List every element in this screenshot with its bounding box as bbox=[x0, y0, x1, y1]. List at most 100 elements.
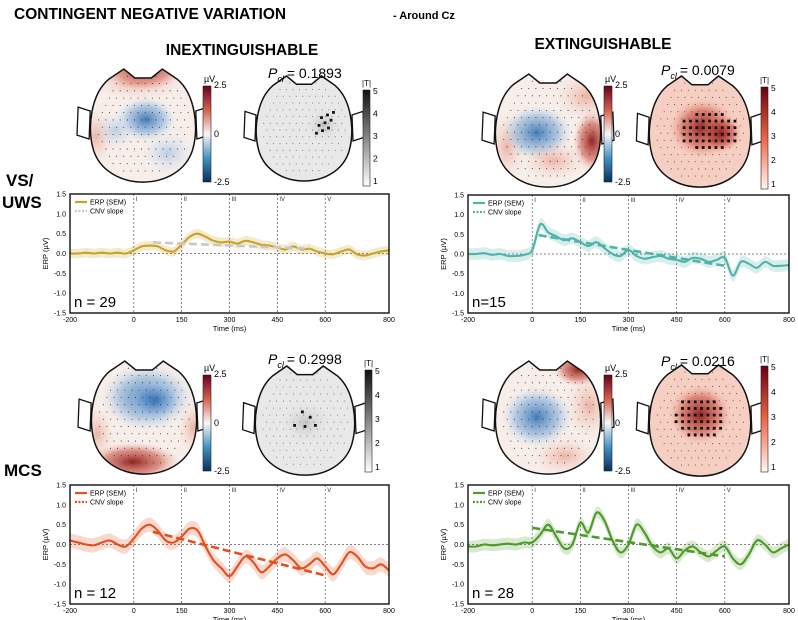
colorbar-t-vs-inext-tick: 5 bbox=[373, 86, 378, 96]
colorbar-t-vs-ext-tick: 5 bbox=[771, 83, 776, 93]
colorbar-t-vs-inext-tick: 1 bbox=[373, 176, 378, 186]
chart-vs-inext-xtick: 800 bbox=[383, 317, 395, 324]
chart-mcs-inext-stimulus-label: V bbox=[327, 488, 331, 494]
colorbar-t-mcs-inext-tick: 5 bbox=[375, 366, 380, 376]
chart-mcs-ext-legend: ERP (SEM) CNV slope bbox=[473, 491, 524, 507]
chart-mcs-ext-stimulus-label: I bbox=[534, 488, 536, 494]
chart-mcs-inext-ytick: 1.5 bbox=[56, 483, 66, 490]
chart-vs-inext-stimulus-label: IV bbox=[279, 197, 285, 203]
chart-vs-ext-xtick: 800 bbox=[783, 317, 795, 324]
chart-mcs-ext-ytick: 1.0 bbox=[454, 502, 464, 509]
colorbar-uv-mcs-inext-tick: -2.5 bbox=[214, 466, 230, 476]
chart-mcs-ext-ylabel: ERP (µV) bbox=[439, 528, 448, 560]
chart-vs-inext-ytick: 0.0 bbox=[56, 251, 66, 258]
chart-mcs-inext: I II III IV V1.51.00.50.0-0.5-1.0-1.5-200 0 15… bbox=[41, 483, 395, 620]
colorbar-uv-mcs-ext-gradient bbox=[603, 374, 613, 472]
row-label-mcs: MCS bbox=[4, 461, 42, 480]
chart-vs-inext-ytick: -1.5 bbox=[54, 311, 66, 318]
column-header-inextinguishable: INEXTINGUISHABLE bbox=[166, 42, 318, 59]
colorbar-uv-vs-inext-unit: µV bbox=[204, 74, 215, 84]
colorbar-uv-mcs-inext: µV2.5 0 -2.5 bbox=[202, 363, 230, 476]
chart-vs-inext-ylabel: ERP (µV) bbox=[41, 237, 50, 269]
colorbar-t-vs-ext-unit: |T| bbox=[760, 76, 769, 85]
chart-vs-ext-stimulus-label: IV bbox=[679, 198, 685, 204]
chart-vs-inext-legend-cnv-label: CNV slope bbox=[90, 209, 124, 216]
chart-mcs-inext-ytick: 0.0 bbox=[56, 542, 66, 549]
chart-vs-inext-xtick: 0 bbox=[132, 317, 136, 324]
chart-vs-ext-xtick: 150 bbox=[575, 317, 587, 324]
chart-mcs-ext-stimulus-label: II bbox=[582, 488, 586, 494]
colorbar-t-mcs-ext-gradient bbox=[760, 365, 769, 473]
colorbar-uv-mcs-inext-tick: 2.5 bbox=[214, 369, 227, 379]
colorbar-t-vs-inext-unit: |T| bbox=[362, 79, 371, 88]
topomap-mcs-ext-t bbox=[635, 364, 765, 477]
topomap-vs-ext-uv bbox=[481, 73, 615, 188]
chart-vs-inext-ytick: 1.5 bbox=[56, 192, 66, 199]
colorbar-t-mcs-inext-tick: 4 bbox=[375, 390, 380, 400]
chart-mcs-ext-ytick: 0.0 bbox=[454, 542, 464, 549]
chart-mcs-ext-n-label: n = 28 bbox=[472, 585, 514, 602]
colorbar-t-vs-ext-gradient bbox=[760, 86, 769, 190]
colorbar-t-mcs-inext-tick: 2 bbox=[375, 438, 380, 448]
chart-mcs-ext-xtick: -200 bbox=[461, 608, 475, 615]
colorbar-uv-vs-ext-tick: -2.5 bbox=[615, 177, 631, 187]
colorbar-t-vs-ext-tick: 1 bbox=[771, 179, 776, 189]
chart-vs-ext-stimulus-label: II bbox=[582, 198, 586, 204]
chart-mcs-ext-xtick: 300 bbox=[623, 608, 635, 615]
colorbar-t-mcs-ext-tick: 5 bbox=[771, 362, 776, 372]
colorbar-uv-mcs-ext-unit: µV bbox=[605, 363, 616, 373]
chart-mcs-ext-stimulus-label: III bbox=[631, 488, 636, 494]
chart-mcs-ext-ytick: -1.0 bbox=[452, 582, 464, 589]
chart-mcs-ext-ytick: -1.5 bbox=[452, 602, 464, 609]
colorbar-uv-vs-inext-tick: -2.5 bbox=[214, 177, 230, 187]
chart-vs-inext-ytick: 0.5 bbox=[56, 231, 66, 238]
chart-vs-inext-stimulus-label: I bbox=[136, 197, 138, 203]
figure-title: CONTINGENT NEGATIVE VARIATION bbox=[14, 6, 286, 23]
p-value-vs-inext-prefix: P bbox=[268, 65, 278, 81]
chart-vs-inext-legend: ERP (SEM) CNV slope bbox=[75, 200, 126, 216]
colorbar-t-mcs-inext-tick: 1 bbox=[375, 462, 380, 472]
chart-mcs-inext-legend: ERP (SEM) CNV slope bbox=[75, 491, 126, 507]
chart-mcs-inext-stimulus-label: III bbox=[232, 488, 237, 494]
chart-vs-ext-xtick: 300 bbox=[623, 317, 635, 324]
chart-vs-ext-cnv-slope-line bbox=[538, 233, 726, 268]
chart-mcs-inext-legend-cnv-label: CNV slope bbox=[90, 500, 124, 507]
p-value-vs-inext-sub: cl bbox=[277, 74, 285, 84]
colorbar-t-vs-ext-tick: 2 bbox=[771, 155, 776, 165]
chart-vs-inext-xtick: 450 bbox=[272, 317, 284, 324]
p-value-mcs-ext-prefix: P bbox=[661, 353, 671, 369]
p-value-vs-ext-prefix: P bbox=[661, 62, 671, 78]
p-value-mcs-inext-sub: cl bbox=[277, 360, 285, 370]
chart-vs-inext-n-label: n = 29 bbox=[74, 294, 116, 311]
chart-mcs-inext-xtick: 150 bbox=[176, 608, 188, 615]
chart-mcs-ext-stimulus-label: IV bbox=[679, 488, 685, 494]
column-header-extinguishable: EXTINGUISHABLE bbox=[535, 36, 672, 53]
colorbar-t-vs-inext: |T|5 4 3 2 1 bbox=[362, 79, 378, 187]
colorbar-uv-mcs-inext-unit: µV bbox=[204, 363, 215, 373]
chart-vs-inext-erp-line bbox=[69, 232, 390, 257]
chart-vs-ext-ytick: 1.0 bbox=[454, 212, 464, 219]
colorbar-t-vs-inext-tick: 3 bbox=[373, 131, 378, 141]
chart-vs-ext-legend: ERP (SEM) CNV slope bbox=[473, 201, 524, 217]
colorbar-uv-vs-inext: µV2.5 0 -2.5 bbox=[202, 74, 230, 187]
chart-mcs-ext: I II III IV V1.51.00.50.0-0.5-1.0-1.5-200 0 15… bbox=[439, 483, 795, 620]
chart-vs-inext-ytick: -1.0 bbox=[54, 291, 66, 298]
chart-vs-inext-stimulus-label: II bbox=[184, 197, 188, 203]
chart-vs-inext-stimulus-label: V bbox=[327, 197, 331, 203]
colorbar-uv-vs-ext-tick: 2.5 bbox=[615, 80, 628, 90]
chart-vs-ext-ytick: 0.5 bbox=[454, 232, 464, 239]
row-label-vs-line1: VS/ bbox=[6, 171, 34, 190]
chart-vs-ext-ytick: 1.5 bbox=[454, 193, 464, 200]
chart-vs-ext-stimulus-label: V bbox=[727, 198, 731, 204]
chart-mcs-inext-legend-erp-label: ERP (SEM) bbox=[90, 491, 126, 498]
chart-mcs-ext-frame bbox=[467, 484, 790, 605]
colorbar-t-vs-ext-tick: 4 bbox=[771, 107, 776, 117]
topomap-vs-ext-t bbox=[635, 75, 765, 188]
p-value-vs-ext-value: = 0.0079 bbox=[680, 62, 735, 78]
colorbar-t-mcs-ext-tick: 1 bbox=[771, 462, 776, 472]
colorbar-uv-mcs-inext-gradient bbox=[202, 374, 212, 472]
chart-mcs-ext-ytick: 1.5 bbox=[454, 483, 464, 490]
topomap-vs-inext-uv bbox=[76, 68, 210, 183]
chart-vs-ext-xtick: 600 bbox=[719, 317, 731, 324]
